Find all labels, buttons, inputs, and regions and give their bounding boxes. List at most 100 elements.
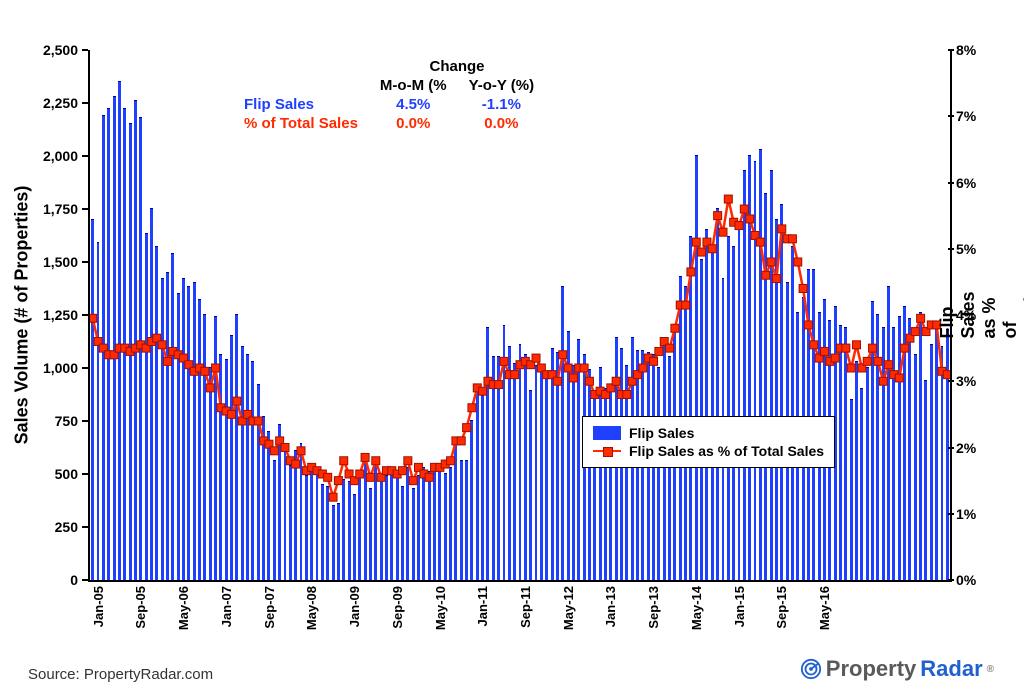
x-tick: Sep-05 xyxy=(133,586,148,629)
bar xyxy=(422,467,425,580)
bar xyxy=(102,115,105,580)
bar xyxy=(668,356,671,580)
y-right-tick: 6% xyxy=(956,175,976,191)
bar xyxy=(337,503,340,580)
bar xyxy=(326,486,329,580)
bar xyxy=(332,505,335,580)
change-row0-label: Flip Sales xyxy=(234,96,368,113)
x-tick: Sep-11 xyxy=(518,586,533,628)
bar xyxy=(866,367,869,580)
bar xyxy=(385,475,388,580)
x-tick: May-14 xyxy=(689,586,704,630)
bar xyxy=(689,236,692,580)
bar xyxy=(876,314,879,580)
bar xyxy=(791,246,794,580)
bar xyxy=(914,354,917,580)
brand-logo: PropertyRadar ® xyxy=(800,656,994,682)
bar xyxy=(118,81,121,580)
bar xyxy=(481,395,484,580)
y-right-tick: 5% xyxy=(956,241,976,257)
radar-icon xyxy=(800,658,822,680)
bar xyxy=(113,96,116,580)
y-left-tick: 750 xyxy=(0,413,78,429)
bar xyxy=(139,117,142,580)
bar xyxy=(465,460,468,580)
y-left-tick: 250 xyxy=(0,519,78,535)
bar xyxy=(310,467,313,580)
bar xyxy=(567,331,570,580)
bar xyxy=(470,420,473,580)
y-left-tick: 1,000 xyxy=(0,360,78,376)
legend-swatch-bar xyxy=(593,426,621,440)
bar xyxy=(764,193,767,580)
bar xyxy=(738,229,741,580)
change-row0-mom: 4.5% xyxy=(370,96,457,113)
change-row0-yoy: -1.1% xyxy=(459,96,545,113)
bar xyxy=(209,367,212,580)
y-left-tick: 0 xyxy=(0,572,78,588)
bar xyxy=(198,299,201,580)
y-right-tick: 4% xyxy=(956,307,976,323)
trademark-icon: ® xyxy=(987,664,994,675)
x-tick: Jan-05 xyxy=(91,586,106,627)
bar xyxy=(732,246,735,580)
source-attribution: Source: PropertyRadar.com xyxy=(28,666,213,683)
bar xyxy=(524,354,527,580)
bar xyxy=(780,204,783,580)
bar xyxy=(513,363,516,580)
change-summary-table: Change M-o-M (% Y-o-Y (%) Flip Sales 4.5… xyxy=(232,56,546,134)
x-tick: May-16 xyxy=(817,586,832,630)
bar xyxy=(892,327,895,580)
bar xyxy=(941,346,944,580)
brand-text-prefix: Property xyxy=(826,656,916,682)
bar xyxy=(145,233,148,580)
x-tick: Sep-07 xyxy=(262,586,277,629)
bar xyxy=(871,301,874,580)
x-tick: Jan-13 xyxy=(603,586,618,627)
bar xyxy=(561,286,564,580)
bar xyxy=(284,448,287,580)
bar xyxy=(417,475,420,580)
bar xyxy=(599,367,602,580)
bar xyxy=(364,460,367,580)
bar xyxy=(625,365,628,580)
bar xyxy=(412,488,415,580)
bar xyxy=(300,443,303,580)
bar xyxy=(770,170,773,580)
bar xyxy=(134,100,137,580)
bar xyxy=(946,329,949,580)
bar xyxy=(257,384,260,580)
bar xyxy=(396,473,399,580)
y-right-tick: 7% xyxy=(956,108,976,124)
bar xyxy=(551,348,554,580)
bar xyxy=(289,465,292,580)
bar xyxy=(97,242,100,580)
y-right-tick: 8% xyxy=(956,42,976,58)
legend-label-bars: Flip Sales xyxy=(629,425,694,441)
bar xyxy=(438,465,441,580)
bar xyxy=(182,278,185,580)
bar xyxy=(476,388,479,580)
legend-swatch-line xyxy=(593,444,621,458)
bar xyxy=(919,312,922,580)
bar xyxy=(203,314,206,580)
bar xyxy=(887,286,890,580)
bar xyxy=(898,316,901,580)
bar xyxy=(294,450,297,580)
bar xyxy=(545,373,548,580)
change-row1-yoy: 0.0% xyxy=(459,115,545,132)
bar xyxy=(577,339,580,580)
bar xyxy=(454,441,457,580)
bar xyxy=(374,458,377,580)
y-left-tick: 1,500 xyxy=(0,254,78,270)
x-tick: Jan-15 xyxy=(732,586,747,627)
bar xyxy=(695,155,698,580)
change-col-yoy: Y-o-Y (%) xyxy=(459,77,545,94)
bar xyxy=(428,471,431,580)
bar xyxy=(449,467,452,580)
y-left-tick: 2,250 xyxy=(0,95,78,111)
bar xyxy=(219,354,222,580)
legend-item-line: Flip Sales as % of Total Sales xyxy=(593,443,824,459)
bar xyxy=(657,367,660,580)
bar xyxy=(246,354,249,580)
